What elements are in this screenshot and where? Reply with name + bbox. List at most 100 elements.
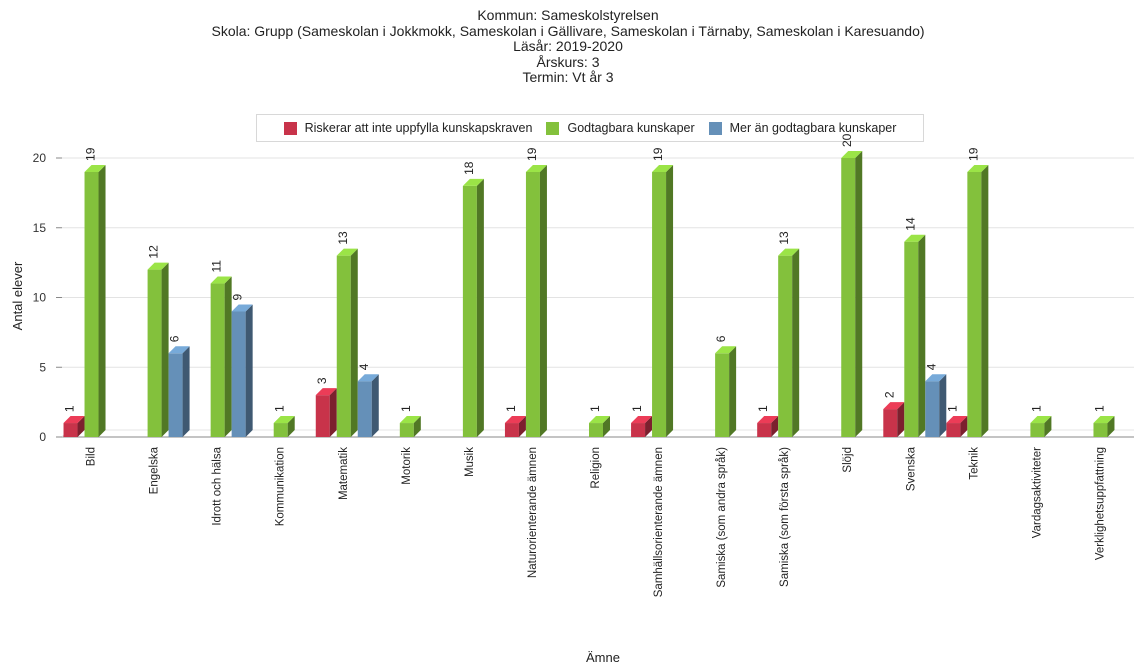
bar-1-8[interactable] bbox=[589, 423, 603, 437]
x-tick-label: Samiska (som andra språk) bbox=[716, 447, 728, 588]
x-tick-label: Kommunikation bbox=[275, 447, 287, 526]
bar-1-7[interactable] bbox=[525, 171, 540, 437]
bar-2-13-top bbox=[925, 374, 947, 382]
bar-1-6[interactable] bbox=[462, 185, 477, 437]
y-axis-title: Antal elever bbox=[10, 261, 25, 330]
legend-swatch-godtagbara bbox=[546, 121, 560, 135]
legend-item-godtagbara[interactable]: Godtagbara kunskaper bbox=[546, 121, 695, 135]
bar-1-6-top bbox=[462, 178, 484, 186]
title-lasar: Läsår: 2019-2020 bbox=[513, 38, 623, 54]
bar-0-13[interactable] bbox=[883, 409, 898, 437]
data-label: 4 bbox=[924, 363, 938, 370]
bar-1-7-top bbox=[525, 164, 547, 172]
x-tick-label: Slöjd bbox=[842, 447, 854, 473]
data-label: 20 bbox=[840, 133, 854, 147]
bar-1-9-side bbox=[666, 164, 674, 437]
bar-0-11[interactable] bbox=[757, 423, 772, 437]
data-label: 2 bbox=[882, 391, 896, 398]
bar-1-0-side bbox=[98, 164, 106, 437]
bar-0-7-side bbox=[518, 416, 526, 437]
bar-1-9-top bbox=[652, 164, 674, 172]
x-tick-label: Engelska bbox=[149, 446, 161, 494]
data-label: 6 bbox=[168, 335, 182, 342]
x-tick-label: Verklighetsuppfattning bbox=[1094, 447, 1106, 560]
data-label: 19 bbox=[525, 147, 539, 161]
data-label: 9 bbox=[231, 293, 245, 300]
legend-label-mer-an-godtagbara: Mer än godtagbara kunskaper bbox=[729, 121, 897, 135]
data-label: 1 bbox=[273, 405, 287, 412]
bar-2-2[interactable] bbox=[231, 311, 246, 437]
bar-0-14[interactable] bbox=[946, 423, 961, 437]
bar-1-11[interactable] bbox=[778, 255, 793, 437]
x-tick-label: Samiska (som första språk) bbox=[779, 447, 791, 587]
bar-0-13-side bbox=[897, 402, 905, 437]
data-label: 19 bbox=[84, 147, 98, 161]
bar-0-14-side bbox=[960, 416, 968, 437]
data-label: 19 bbox=[651, 147, 665, 161]
y-tick-label: 5 bbox=[39, 360, 46, 374]
bar-1-8-side bbox=[603, 416, 610, 437]
bar-1-0-top bbox=[84, 164, 106, 172]
bar-1-1-side bbox=[161, 262, 169, 437]
bar-1-5-top bbox=[399, 416, 421, 424]
x-tick-label: Idrott och hälsa bbox=[212, 446, 224, 525]
legend-label-godtagbara: Godtagbara kunskaper bbox=[567, 121, 695, 135]
data-label: 11 bbox=[210, 260, 224, 273]
bar-2-1[interactable] bbox=[168, 353, 183, 437]
bar-1-6-side bbox=[476, 178, 484, 437]
bar-1-0[interactable] bbox=[84, 171, 99, 437]
bar-0-0[interactable] bbox=[63, 423, 78, 437]
legend-swatch-mer-an-godtagbara bbox=[708, 121, 722, 135]
bar-1-2[interactable] bbox=[210, 283, 225, 437]
x-tick-label: Musik bbox=[464, 447, 476, 477]
data-label: 1 bbox=[504, 405, 518, 412]
bar-1-14[interactable] bbox=[967, 171, 982, 437]
x-tick-label: Religion bbox=[590, 447, 602, 489]
bar-0-0-side bbox=[77, 416, 85, 437]
bar-0-0-top bbox=[63, 416, 85, 424]
data-label: 1 bbox=[1092, 405, 1106, 412]
bar-0-4[interactable] bbox=[315, 395, 330, 437]
data-label: 1 bbox=[399, 405, 413, 412]
bar-1-16[interactable] bbox=[1093, 423, 1108, 437]
title-kommun: Kommun: Sameskolstyrelsen bbox=[477, 7, 659, 23]
data-label: 12 bbox=[147, 245, 161, 259]
x-tick-label: Motorik bbox=[401, 447, 413, 485]
bar-1-1-top bbox=[147, 262, 169, 270]
bar-1-5[interactable] bbox=[399, 423, 414, 437]
legend-item-mer-an-godtagbara[interactable]: Mer än godtagbara kunskaper bbox=[708, 121, 897, 135]
bar-1-10[interactable] bbox=[715, 353, 730, 437]
bar-2-2-side bbox=[245, 304, 253, 437]
bar-1-11-top bbox=[778, 248, 800, 256]
bar-1-9[interactable] bbox=[652, 171, 667, 437]
bar-1-10-top bbox=[715, 346, 737, 354]
bar-0-11-top bbox=[757, 416, 779, 424]
legend-item-riskerar[interactable]: Riskerar att inte uppfylla kunskapskrave… bbox=[283, 121, 532, 135]
legend-swatch-riskerar bbox=[283, 121, 297, 135]
bar-1-14-side bbox=[981, 164, 989, 437]
bar-1-15-top bbox=[1030, 416, 1052, 424]
bar-1-2-top bbox=[210, 276, 232, 284]
bar-1-5-side bbox=[413, 416, 421, 437]
bar-1-13[interactable] bbox=[904, 241, 919, 437]
data-label: 1 bbox=[756, 405, 770, 412]
bar-1-15[interactable] bbox=[1030, 423, 1045, 437]
x-tick-label: Samhällsorienterande ämnen bbox=[653, 447, 665, 597]
bar-1-12-top bbox=[841, 151, 863, 158]
bar-0-4-top bbox=[315, 388, 337, 396]
bar-2-13[interactable] bbox=[925, 381, 940, 437]
bar-2-4[interactable] bbox=[357, 381, 372, 437]
x-tick-label: Vardagsaktiviteter bbox=[1031, 447, 1043, 538]
bar-1-3[interactable] bbox=[273, 423, 288, 437]
bar-0-11-side bbox=[771, 416, 779, 437]
x-tick-label: Naturorienterande ämnen bbox=[527, 447, 539, 578]
bar-0-9[interactable] bbox=[631, 423, 646, 437]
bar-1-12[interactable] bbox=[841, 158, 856, 437]
bar-1-16-side bbox=[1107, 416, 1115, 437]
y-tick-label: 0 bbox=[39, 430, 46, 444]
bar-1-1[interactable] bbox=[147, 269, 162, 437]
bar-1-4[interactable] bbox=[336, 255, 351, 437]
bar-0-7[interactable] bbox=[504, 423, 519, 437]
bar-0-9-top bbox=[631, 416, 653, 424]
